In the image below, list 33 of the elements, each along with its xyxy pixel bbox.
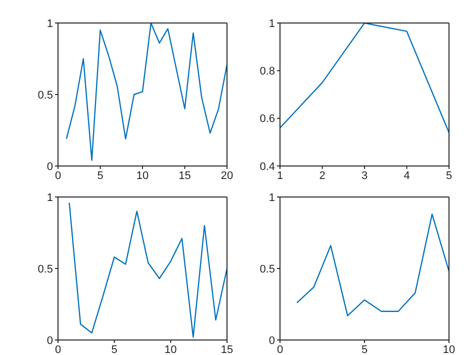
x-tick-label: 5 <box>446 170 452 182</box>
x-tick-label: 5 <box>361 344 368 355</box>
y-tick-label: 0 <box>46 334 53 347</box>
y-tick-label: 1 <box>268 192 275 204</box>
x-tick-label: 2 <box>319 170 326 182</box>
x-tick-label: 10 <box>164 344 177 355</box>
line-series <box>68 202 227 338</box>
x-tick-label: 20 <box>220 170 234 182</box>
y-tick-label: 1 <box>46 18 53 30</box>
y-tick-label: 1 <box>268 18 275 30</box>
x-tick-label: 10 <box>442 344 456 355</box>
x-tick-label: 5 <box>111 344 118 355</box>
x-tick-label: 1 <box>276 170 284 182</box>
x-tick-label: 15 <box>178 170 191 182</box>
x-tick-label: 5 <box>97 170 104 182</box>
y-tick-label: 0.8 <box>260 66 275 78</box>
line-series <box>66 23 227 161</box>
y-tick-label: 0.5 <box>38 89 53 102</box>
x-tick-label: 10 <box>136 170 149 182</box>
x-tick-label: 0 <box>276 344 284 355</box>
y-tick-label: 0 <box>268 334 275 347</box>
line-series <box>296 214 449 316</box>
y-tick-label: 1 <box>46 192 53 204</box>
y-tick-label: 0.5 <box>260 263 275 276</box>
x-tick-label: 4 <box>404 170 410 182</box>
y-tick-label: 0.5 <box>38 263 53 276</box>
y-tick-label: 0.4 <box>260 160 275 173</box>
x-tick-label: 15 <box>220 344 234 355</box>
y-tick-label: 0.6 <box>260 113 275 126</box>
x-tick-label: 3 <box>361 170 368 182</box>
x-tick-label: 0 <box>54 170 62 182</box>
y-tick-label: 0 <box>46 160 53 173</box>
x-tick-label: 0 <box>54 344 62 355</box>
